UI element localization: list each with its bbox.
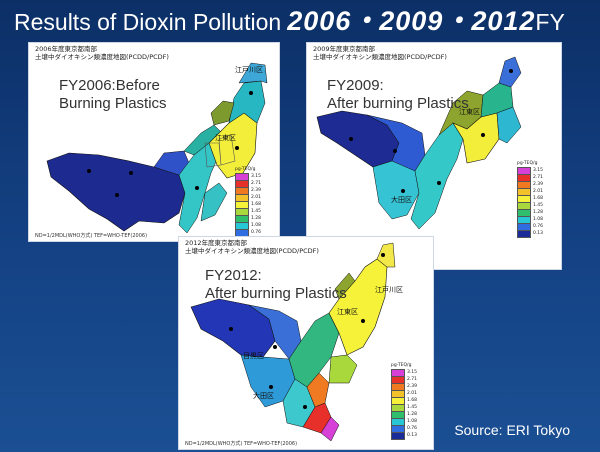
legend-value: 2.39 bbox=[251, 188, 262, 193]
legend-value: 0.13 bbox=[407, 433, 418, 438]
legend-value: 1.45 bbox=[407, 405, 418, 410]
legend-value: 1.68 bbox=[251, 202, 262, 207]
legend-row: 0.13 bbox=[517, 229, 557, 238]
ward-label: 江東区 bbox=[337, 308, 358, 316]
legend-value: 1.45 bbox=[533, 203, 544, 208]
dioxin-map-2009 bbox=[316, 56, 522, 230]
legend-value: 0.76 bbox=[251, 230, 262, 235]
title-suffix: FY bbox=[535, 9, 565, 35]
title-years: 2006・2009・2012 bbox=[287, 6, 536, 36]
legend-value: 3.15 bbox=[407, 370, 418, 375]
map-panel-2009: 2009年度東京都南部 土壌中ダイオキシン類濃度地図(PCDD/PCDF) FY… bbox=[306, 42, 562, 270]
concentration-legend: pg-TEQ/g 3.15 2.71 2.39 2.01 1.68 1.45 1.28 1.08… bbox=[235, 167, 275, 241]
legend-value: 1.08 bbox=[533, 217, 544, 222]
legend-value: 1.68 bbox=[533, 196, 544, 201]
legend-value: 1.28 bbox=[533, 210, 544, 215]
legend-value: 3.15 bbox=[251, 174, 262, 179]
legend-value: 2.71 bbox=[533, 175, 544, 180]
legend-value: 1.08 bbox=[407, 419, 418, 424]
dioxin-map-2006 bbox=[46, 62, 268, 234]
legend-value: 1.28 bbox=[251, 216, 262, 221]
panel-header: 2012年度東京都南部 土壌中ダイオキシン類濃度地図(PCDD/PCDF) bbox=[185, 239, 319, 255]
ward-label: 江戸川区 bbox=[235, 66, 263, 74]
panel-footer: ND=1/2MDL(WHO方式) TEF=WHO-TEF(2006) bbox=[185, 441, 298, 447]
legend-value: 2.01 bbox=[533, 189, 544, 194]
panel-header: 2009年度東京都南部 土壌中ダイオキシン類濃度地図(PCDD/PCDF) bbox=[313, 45, 447, 61]
legend-value: 2.39 bbox=[533, 182, 544, 187]
legend-swatch bbox=[391, 431, 405, 440]
ward-label: 大田区 bbox=[391, 196, 412, 204]
concentration-legend: pg-TEQ/g 3.15 2.71 2.39 2.01 1.68 1.45 1.28 1.08… bbox=[517, 161, 557, 238]
source-credit: Source: ERI Tokyo bbox=[454, 422, 570, 438]
legend-value: 0.76 bbox=[533, 224, 544, 229]
concentration-legend: pg-TEQ/g 3.15 2.71 2.39 2.01 1.68 1.45 1.28 1.08… bbox=[391, 363, 431, 440]
panel-header: 2006年度東京都南部 土壌中ダイオキシン類濃度地図(PCDD/PCDF) bbox=[35, 45, 169, 61]
legend-row: 0.13 bbox=[391, 431, 431, 440]
title-text: Results of Dioxin Pollution bbox=[14, 9, 282, 35]
legend-value: 0.13 bbox=[533, 231, 544, 236]
legend-value: 2.71 bbox=[407, 377, 418, 382]
panel-footer: ND=1/2MDL(WHO方式) TEF=WHO-TEF(2006) bbox=[35, 233, 148, 239]
panel-caption: FY2012: After burning Plastics bbox=[205, 267, 347, 302]
legend-value: 1.68 bbox=[407, 398, 418, 403]
legend-unit: pg-TEQ/g bbox=[391, 363, 412, 368]
legend-swatch bbox=[517, 229, 531, 238]
legend-unit: pg-TEQ/g bbox=[235, 167, 256, 172]
ward-label: 江東区 bbox=[215, 134, 236, 142]
legend-value: 1.45 bbox=[251, 209, 262, 214]
panel-caption: FY2009: After burning Plastics bbox=[327, 77, 469, 112]
legend-value: 1.28 bbox=[407, 412, 418, 417]
map-panel-2006: 2006年度東京都南部 土壌中ダイオキシン類濃度地図(PCDD/PCDF) FY… bbox=[28, 42, 280, 242]
legend-value: 2.01 bbox=[407, 391, 418, 396]
legend-unit: pg-TEQ/g bbox=[517, 161, 538, 166]
legend-value: 1.08 bbox=[251, 223, 262, 228]
legend-value: 2.01 bbox=[251, 195, 262, 200]
map-panel-2012: 2012年度東京都南部 土壌中ダイオキシン類濃度地図(PCDD/PCDF) FY… bbox=[178, 236, 434, 450]
legend-value: 3.15 bbox=[533, 168, 544, 173]
dioxin-map-2012 bbox=[190, 242, 396, 442]
panel-caption: FY2006:Before Burning Plastics bbox=[59, 77, 167, 112]
legend-value: 2.39 bbox=[407, 384, 418, 389]
legend-value: 2.71 bbox=[251, 181, 262, 186]
slide-title: Results of Dioxin Pollution 2006・2009・201… bbox=[14, 4, 565, 38]
ward-label: 江東区 bbox=[459, 108, 480, 116]
ward-label: 江戸川区 bbox=[375, 286, 403, 294]
ward-label: 大田区 bbox=[253, 392, 274, 400]
ward-label: 目黒区 bbox=[243, 352, 264, 360]
legend-value: 0.76 bbox=[407, 426, 418, 431]
